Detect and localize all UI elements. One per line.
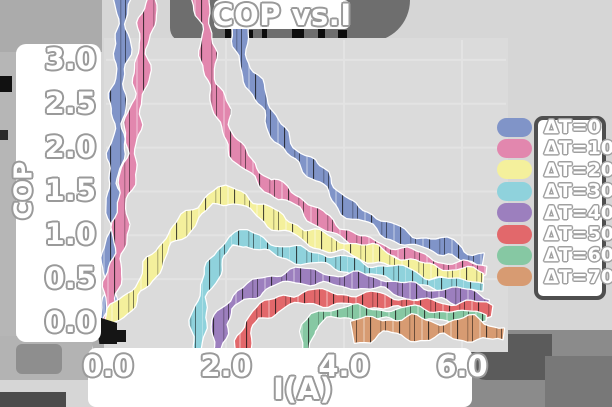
y-tick-label: 1.0	[44, 217, 96, 252]
title-box	[214, 0, 350, 29]
legend-label: ΔT=50	[544, 223, 612, 245]
xtick-label-box	[88, 348, 472, 407]
legend-swatch	[497, 267, 532, 287]
artifact-tooth-5	[318, 28, 325, 40]
legend-label: ΔT=30	[544, 180, 612, 203]
legend-label: ΔT=10	[544, 137, 612, 160]
legend-swatch	[497, 117, 532, 137]
artifact-origin-blob-2	[110, 330, 126, 342]
legend: ΔT=0 ΔT=10 ΔT=20 ΔT=30 ΔT=40 ΔT=50 ΔT=60 ΔT=70	[492, 112, 612, 304]
x-tick-label: 4.0	[318, 349, 370, 383]
y-tick-label: 2.5	[44, 85, 96, 120]
legend-swatch	[497, 224, 532, 244]
artifact-tooth-6	[338, 30, 347, 40]
artifact-left-strip	[0, 52, 16, 352]
legend-swatch	[497, 181, 532, 201]
y-tick-label: 2.0	[44, 129, 96, 164]
artifact-black-bit-2	[0, 130, 8, 140]
legend-label: ΔT=20	[544, 158, 612, 181]
x-tick-label: 0.0	[82, 349, 134, 383]
artifact-bottomleft-corner	[0, 392, 66, 407]
artifact-tooth-4	[292, 29, 304, 40]
legend-label: ΔT=70	[544, 265, 612, 288]
y-tick-label: 1.5	[44, 173, 96, 208]
artifact-bottomright-mid	[545, 356, 612, 407]
y-tick-label: 0.0	[44, 305, 96, 339]
ytick-label-box	[16, 44, 101, 342]
x-tick-label: 6.0	[436, 349, 488, 383]
artifact-topleft-gray	[0, 0, 102, 52]
artifact-black-bit-1	[0, 76, 12, 92]
chart-title: COP vs.I	[212, 0, 352, 32]
legend-swatch	[497, 245, 532, 265]
legend-swatch	[497, 203, 532, 223]
legend-label: ΔT=60	[544, 244, 612, 267]
legend-swatch	[497, 138, 532, 158]
legend-label: ΔT=0	[544, 116, 601, 138]
legend-swatch	[497, 160, 532, 180]
legend-label: ΔT=40	[544, 201, 612, 224]
artifact-bottomleft-dark	[16, 344, 62, 374]
artifact-tooth-1	[225, 28, 231, 40]
y-tick-label: 0.5	[44, 261, 96, 296]
legend-box	[534, 116, 606, 300]
y-tick-label: 3.0	[44, 41, 96, 76]
artifact-tooth-3	[262, 28, 267, 41]
x-axis-label: I(A)	[273, 372, 333, 406]
x-tick-label: 2.0	[200, 349, 252, 383]
